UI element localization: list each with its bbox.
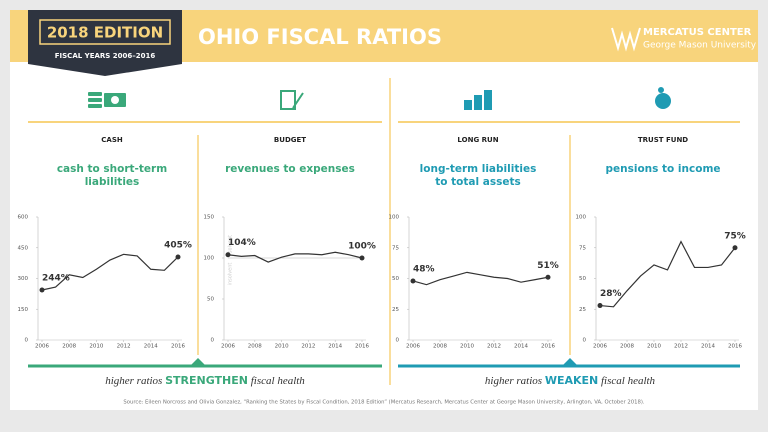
edition-box <box>39 19 171 45</box>
x-tick-label: 2014 <box>328 344 342 350</box>
panel-title: cash to short-term <box>57 163 167 175</box>
footer-text: higher ratios <box>105 375 162 387</box>
value-label: 48% <box>413 264 435 274</box>
x-tick-label: 2010 <box>647 344 661 350</box>
x-tick-label: 2016 <box>171 344 185 350</box>
y-tick-label: 50 <box>392 276 399 282</box>
y-tick-label: 75 <box>392 245 399 251</box>
data-line <box>599 240 736 308</box>
x-tick-label: 2010 <box>89 344 103 350</box>
footer-left: higher ratios STRENGTHEN fiscal health <box>105 374 305 387</box>
panel <box>10 10 758 410</box>
data-line <box>227 251 363 263</box>
y-tick-label: 150 <box>204 215 215 221</box>
y-tick-label: 50 <box>207 297 214 303</box>
point <box>732 245 738 251</box>
point <box>175 254 181 260</box>
y-tick-label: 25 <box>579 307 586 313</box>
y-tick-label: 75 <box>579 245 586 251</box>
point <box>39 287 45 293</box>
y-tick-label: 300 <box>18 276 29 282</box>
x-tick-label: 2006 <box>35 344 49 350</box>
title: OHIO FISCAL RATIOS <box>198 25 442 49</box>
logo-mark <box>611 27 641 52</box>
x-tick-label: 2014 <box>514 344 528 350</box>
y-tick-label: 0 <box>25 338 29 344</box>
footer-key: WEAKEN <box>545 374 598 387</box>
y-tick-label: 0 <box>211 338 215 344</box>
panel-title: long-term liabilities <box>420 163 537 175</box>
footer-text: fiscal health <box>251 375 306 387</box>
value-label: 100% <box>348 242 376 252</box>
footer-text: fiscal health <box>601 375 656 387</box>
footer-text: higher ratios <box>485 375 542 387</box>
value-label: 51% <box>537 261 559 271</box>
x-tick-label: 2014 <box>701 344 715 350</box>
y-tick-label: 600 <box>18 215 29 221</box>
x-tick-label: 2016 <box>355 344 369 350</box>
panel-title: pensions to income <box>605 163 720 175</box>
x-tick-label: 2016 <box>541 344 555 350</box>
y-tick-label: 150 <box>18 307 29 313</box>
panel-category: TRUST FUND <box>638 136 688 144</box>
y-tick-label: 100 <box>576 215 587 221</box>
value-label: 244% <box>42 273 70 283</box>
data-line <box>41 253 179 291</box>
x-tick-label: 2008 <box>620 344 634 350</box>
point <box>225 252 231 258</box>
x-tick-label: 2010 <box>460 344 474 350</box>
x-tick-label: 2008 <box>248 344 262 350</box>
point <box>410 278 416 284</box>
budget-icon <box>280 90 304 110</box>
y-tick-label: 100 <box>204 256 215 262</box>
y-tick-label: 50 <box>579 276 586 282</box>
x-tick-label: 2006 <box>221 344 235 350</box>
y-tick-label: 0 <box>396 338 400 344</box>
value-label: 28% <box>600 289 622 299</box>
org-sub: George Mason University <box>643 41 757 51</box>
y-tick-label: 100 <box>389 215 400 221</box>
x-tick-label: 2016 <box>728 344 742 350</box>
source: Source: Eileen Norcross and Olivia Gonza… <box>123 400 645 406</box>
x-tick-label: 2006 <box>593 344 607 350</box>
long-run-icon <box>464 90 492 110</box>
point <box>359 255 365 261</box>
trust-fund-icon <box>655 87 671 109</box>
footer-key: STRENGTHEN <box>165 374 248 387</box>
panel-title: liabilities <box>85 176 140 188</box>
data-line <box>412 271 549 286</box>
panel-title: to total assets <box>435 176 520 188</box>
x-tick-label: 2010 <box>275 344 289 350</box>
x-tick-label: 2008 <box>62 344 76 350</box>
panel-category: CASH <box>101 136 123 144</box>
pointer <box>562 358 578 366</box>
y-tick-label: 450 <box>18 245 29 251</box>
x-tick-label: 2012 <box>487 344 501 350</box>
panel-title: revenues to expenses <box>225 163 355 175</box>
panel-category: LONG RUN <box>457 136 498 144</box>
value-label: 75% <box>724 231 746 241</box>
pointer <box>190 358 206 366</box>
cash-icon <box>88 92 126 108</box>
edition: 2018 EDITION <box>47 24 163 42</box>
y-tick-label: 0 <box>583 338 587 344</box>
years: FISCAL YEARS 2006–2016 <box>55 52 156 60</box>
x-tick-label: 2014 <box>144 344 158 350</box>
x-tick-label: 2006 <box>406 344 420 350</box>
value-label: 104% <box>228 238 256 248</box>
point <box>597 303 603 309</box>
footer-right: higher ratios WEAKEN fiscal health <box>485 374 656 387</box>
x-tick-label: 2012 <box>674 344 688 350</box>
x-tick-label: 2008 <box>433 344 447 350</box>
y-tick-label: 25 <box>392 307 399 313</box>
zone-label: insolvent <box>228 263 234 286</box>
value-label: 405% <box>164 240 192 250</box>
org: MERCATUS CENTER <box>643 27 752 38</box>
zone-label: solvent <box>228 235 234 253</box>
x-tick-label: 2012 <box>301 344 315 350</box>
point <box>545 274 551 280</box>
panel-category: BUDGET <box>274 136 306 144</box>
x-tick-label: 2012 <box>117 344 131 350</box>
